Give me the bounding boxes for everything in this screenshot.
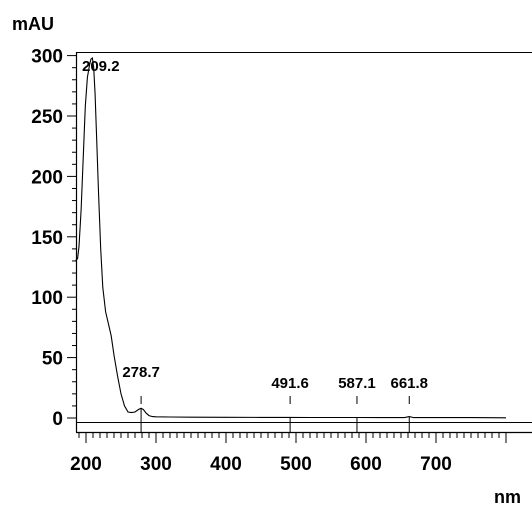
y-tick-label: 100 [31, 288, 63, 309]
x-axis-title: nm [494, 487, 521, 507]
x-tick-label: 300 [140, 454, 172, 475]
x-tick-label: 700 [420, 454, 452, 475]
y-tick-label: 250 [31, 107, 63, 128]
x-tick-label: 200 [70, 454, 102, 475]
peak-label: 278.7 [122, 364, 160, 381]
y-axis-title: mAU [12, 14, 54, 34]
y-tick-label: 150 [31, 228, 63, 249]
y-tick-label: 0 [52, 409, 63, 430]
x-axis-ticks: 200 300 400 500 600 700 [70, 432, 507, 475]
y-tick-label: 50 [42, 349, 63, 370]
y-tick-label: 200 [31, 167, 63, 188]
y-tick-label: 300 [31, 47, 63, 68]
peak-label: 491.6 [271, 375, 309, 392]
peak-label: 587.1 [338, 375, 376, 392]
absorbance-trace [75, 56, 507, 419]
y-axis-ticks: 0 50 100 150 200 250 300 [31, 47, 77, 430]
peak-labels: 209.2 278.7 491.6 587.1 661.8 [82, 58, 428, 392]
peak-label: 661.8 [390, 375, 428, 392]
peak-markers [140, 396, 410, 432]
peak-label: 209.2 [82, 58, 120, 75]
x-tick-label: 400 [210, 454, 242, 475]
x-tick-label: 600 [350, 454, 382, 475]
x-tick-label: 500 [280, 454, 312, 475]
